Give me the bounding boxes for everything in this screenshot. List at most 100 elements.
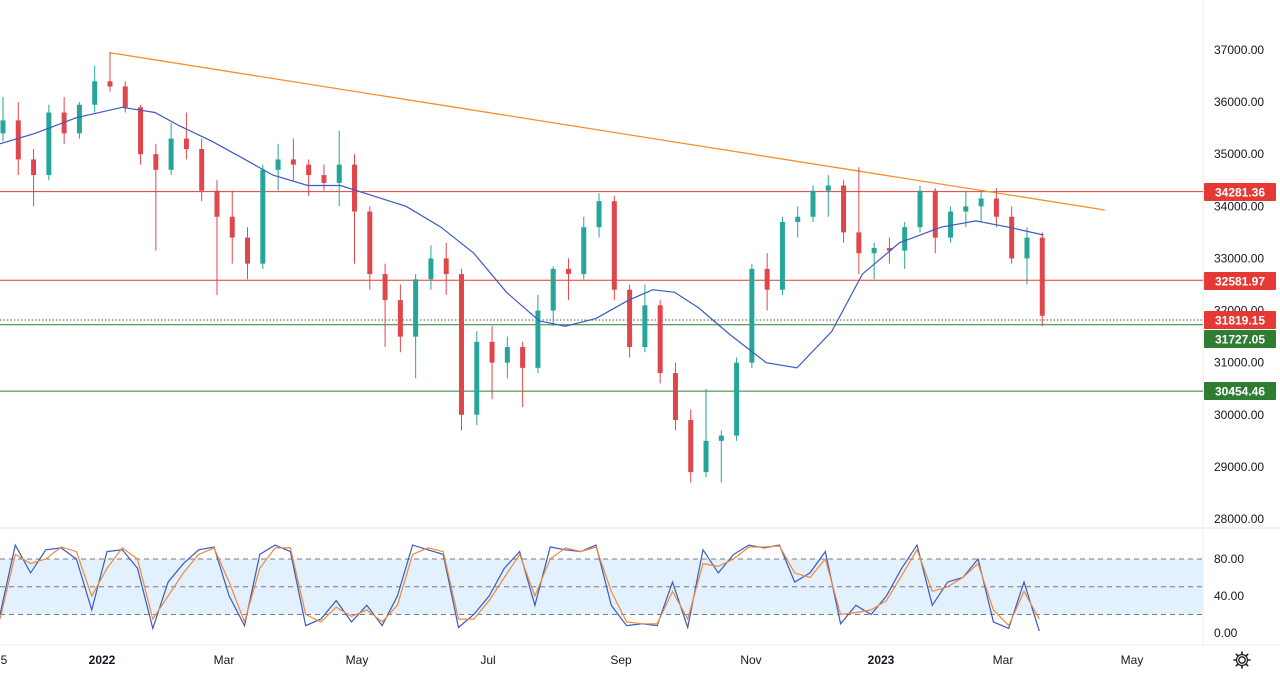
candle-31 [474,331,480,426]
level-tag-4: 30454.46 [1204,382,1276,400]
candle-65 [993,188,999,228]
candle-body [76,104,82,134]
candle-body [458,274,464,415]
candle-body [138,107,144,155]
candle-33 [504,336,510,379]
candle-9 [138,104,144,165]
candle-29 [443,242,449,295]
candle-23 [352,154,358,264]
candle-61 [932,188,938,254]
candle-59 [902,221,908,269]
candle-body [107,81,113,87]
candle-body [306,164,312,176]
candle-54 [825,175,831,217]
candle-44 [672,362,678,431]
candle-49 [749,263,755,368]
candle-6 [92,65,98,113]
candle-45 [688,409,694,483]
candle-14 [214,180,220,295]
candle-41 [627,284,633,358]
candle-body [779,221,785,290]
candle-body [397,300,403,337]
candle-body [993,198,999,217]
time-tick-label: May [1121,653,1144,667]
candle-body [153,154,159,170]
candle-7 [107,52,113,92]
candle-body [841,185,847,233]
price-axis: 37000.00 36000.00 35000.00 34000.00 33000.00… [1214,43,1264,526]
candle-18 [275,143,281,191]
candle-30 [458,268,464,431]
time-axis: 5 2022 Mar May Jul Sep Nov 2023 Mar May [1,653,1144,667]
candle-body [581,227,587,275]
candle-13 [199,138,205,202]
candle-body [871,248,877,254]
candle-68 [1039,232,1045,327]
gear-icon[interactable] [1232,650,1252,670]
candle-28 [428,245,434,290]
candle-25 [382,263,388,348]
candle-56 [856,167,862,275]
candle-body [31,159,37,176]
stochastic-tick-label: 80.00 [1214,552,1244,566]
time-tick-label: Nov [740,653,761,667]
candle-body [367,211,373,275]
candle-body [917,190,923,228]
candle-body [290,159,296,165]
candle-47 [718,430,724,483]
candle-body [963,206,969,212]
candle-42 [642,284,648,353]
level-tag-bg [1204,382,1276,400]
price-tick-label: 36000.00 [1214,95,1264,109]
candle-body [199,149,205,191]
candle-body [321,175,327,183]
candle-48 [734,357,740,441]
candle-body [657,305,663,374]
candle-body [856,232,862,254]
candle-body [122,86,128,108]
candle-62 [948,206,954,243]
candle-2 [31,149,37,207]
candle-body [734,362,740,436]
stochastic-axis: 80.00 40.00 0.00 [1214,552,1244,640]
level-tag-label: 31727.05 [1215,333,1265,347]
candle-26 [397,284,403,353]
candle-19 [290,138,296,181]
level-tag-label: 34281.36 [1215,186,1265,200]
candle-body [795,216,801,222]
candle-64 [978,190,984,222]
moving-average-line [0,106,1044,369]
candle-body [0,120,6,134]
candle-body [382,274,388,301]
candle-body [1039,237,1045,316]
candle-body [428,258,434,280]
grid-layer [0,0,1280,646]
candle-36 [550,266,556,327]
candle-body [535,310,541,368]
candle-body [260,169,266,264]
candle-body [718,435,724,441]
candle-body [565,268,571,275]
time-tick-label: 5 [1,653,8,667]
level-tag-label: 31819.15 [1215,314,1265,328]
candle-60 [917,185,923,233]
candle-53 [810,185,816,222]
time-tick-label: May [346,653,369,667]
stochastic-line-k [0,543,1040,632]
candle-body [474,341,480,415]
candle-body [810,190,816,217]
candle-10 [153,143,159,251]
candle-57 [871,242,877,280]
candle-55 [841,180,847,243]
candle-27 [413,274,419,379]
candle-20 [306,159,312,196]
candle-body [1024,237,1030,259]
candle-body [627,289,633,348]
horizontal-levels [0,191,1203,392]
candle-body [46,112,52,176]
candle-body [245,237,251,264]
price-tick-label: 29000.00 [1214,460,1264,474]
candle-body [504,347,510,363]
